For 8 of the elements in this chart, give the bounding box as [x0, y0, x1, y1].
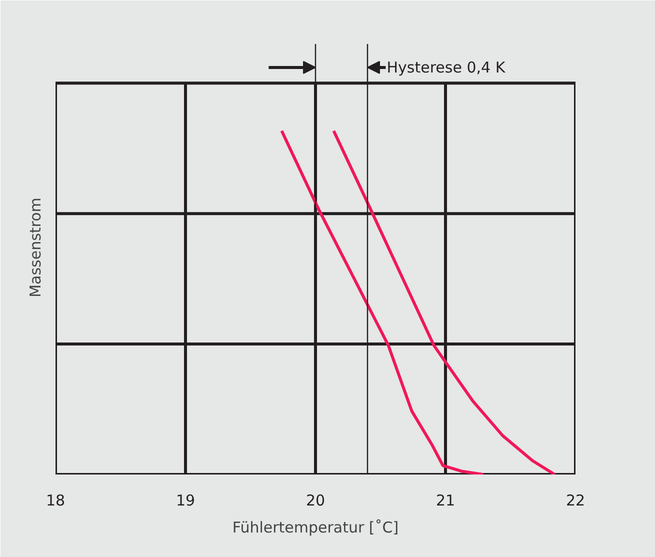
- x-tick-label: 19: [176, 492, 196, 510]
- y-axis-title: Massenstrom: [26, 198, 44, 298]
- x-tick-label: 22: [566, 492, 586, 510]
- x-tick-label: 21: [436, 492, 456, 510]
- x-tick-label: 20: [306, 492, 326, 510]
- x-tick-label: 18: [46, 492, 66, 510]
- x-axis-title: Fühlertemperatur [˚C]: [232, 518, 399, 536]
- text: Hysterese 0,4 K: [386, 58, 506, 76]
